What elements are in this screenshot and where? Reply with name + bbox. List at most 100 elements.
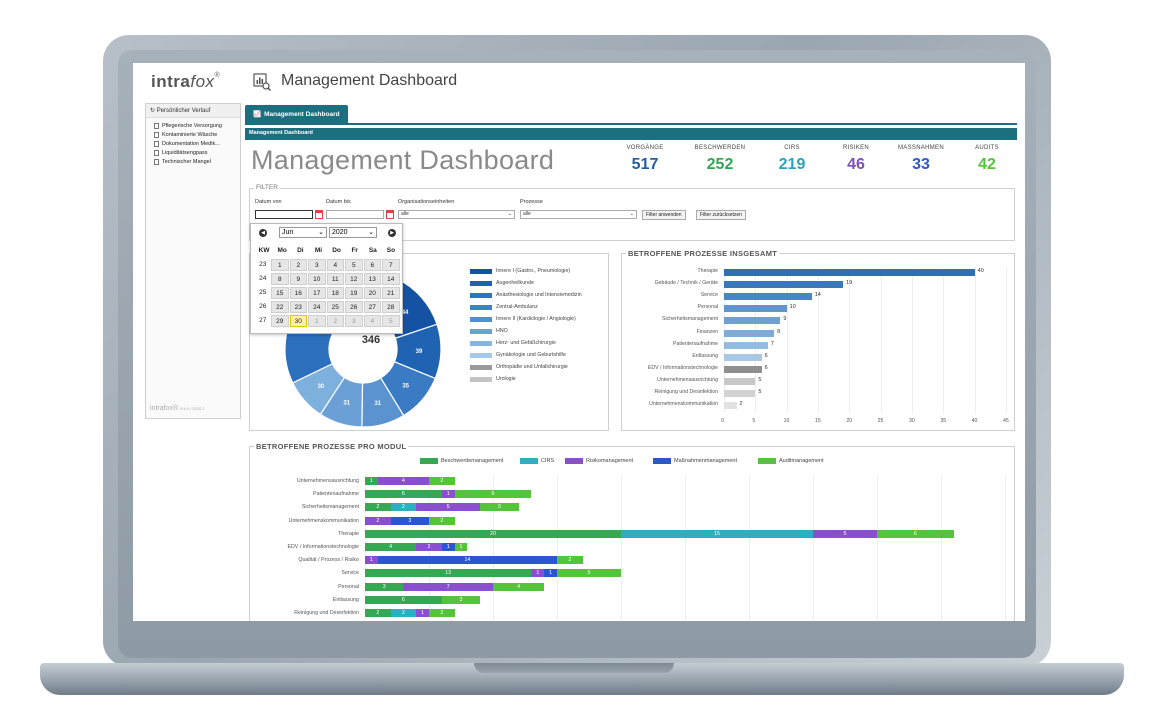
- calendar-day[interactable]: 7: [382, 259, 400, 271]
- stacked-bar-segment[interactable]: 3: [365, 582, 404, 591]
- stacked-bar-segment[interactable]: 5: [416, 503, 481, 512]
- calendar-day[interactable]: 16: [289, 287, 307, 299]
- donut-legend-item[interactable]: HNO: [470, 328, 508, 334]
- stacked-bar-segment[interactable]: 6: [365, 490, 442, 499]
- stacked-bar-segment[interactable]: 2: [429, 516, 455, 525]
- calendar-icon[interactable]: [315, 210, 323, 219]
- calendar-day[interactable]: 15: [271, 287, 289, 299]
- sidebar-item[interactable]: Pflegerische Versorgung: [146, 121, 240, 130]
- stacked-bar-segment[interactable]: 6: [365, 595, 442, 604]
- donut-legend-item[interactable]: Zentral-Ambulanz: [470, 304, 538, 310]
- donut-legend-item[interactable]: Innere I (Gastro., Pneumologie): [470, 268, 570, 274]
- stacked-bar-segment[interactable]: 2: [416, 543, 442, 551]
- stacked-bar-segment[interactable]: 2: [557, 556, 583, 565]
- kpi-massnahmen[interactable]: MASSNAHMEN 33: [897, 145, 944, 173]
- stacked-bar-segment[interactable]: 1: [441, 543, 455, 551]
- series-legend-item[interactable]: Risikomanagement: [565, 458, 633, 464]
- tab-management-dashboard[interactable]: 📈 Management Dashboard: [245, 105, 348, 123]
- sidebar-item[interactable]: Liquiditätsengpass: [146, 149, 240, 158]
- calendar-day[interactable]: 2: [326, 315, 344, 327]
- series-legend-item[interactable]: Maßnahmenmanagement: [653, 458, 737, 464]
- calendar-day[interactable]: 12: [345, 273, 363, 285]
- calendar-day[interactable]: 4: [363, 315, 381, 327]
- next-month-icon[interactable]: ▶: [388, 229, 396, 237]
- stacked-bar-segment[interactable]: 13: [365, 569, 532, 578]
- calendar-day[interactable]: 4: [326, 259, 344, 271]
- bar[interactable]: [724, 281, 844, 289]
- date-to-input[interactable]: [326, 210, 384, 219]
- calendar-icon[interactable]: [386, 210, 394, 219]
- calendar-day[interactable]: 5: [382, 315, 400, 327]
- donut-legend-item[interactable]: Orthopädie und Unfallchirurgie: [470, 364, 568, 370]
- stacked-bar-segment[interactable]: 1: [365, 477, 378, 485]
- stacked-bar-segment[interactable]: 3: [480, 503, 519, 512]
- calendar-day[interactable]: 10: [308, 273, 326, 285]
- apply-filter-button[interactable]: Filter anwenden: [642, 210, 686, 220]
- calendar-day[interactable]: 9: [289, 273, 307, 285]
- stacked-bar-segment[interactable]: 14: [377, 556, 557, 565]
- bar[interactable]: [724, 353, 762, 361]
- stacked-bar-segment[interactable]: 1: [441, 490, 455, 499]
- calendar-day[interactable]: 14: [382, 273, 400, 285]
- stacked-bar-segment[interactable]: 20: [365, 529, 621, 538]
- stacked-bar-segment[interactable]: 1: [544, 569, 557, 578]
- sidebar-item[interactable]: Kontaminierte Wäsche: [146, 130, 240, 139]
- stacked-bar-segment[interactable]: 2: [365, 516, 391, 525]
- kpi-risiken[interactable]: RISIKEN 46: [842, 145, 870, 173]
- calendar-day[interactable]: 28: [382, 301, 400, 313]
- stacked-bar-segment[interactable]: 5: [557, 569, 621, 578]
- calendar-day[interactable]: 3: [308, 259, 326, 271]
- stacked-bar-segment[interactable]: 2: [390, 609, 417, 617]
- month-select[interactable]: Jun ⌄: [279, 227, 327, 238]
- stacked-bar-segment[interactable]: 7: [403, 582, 493, 591]
- stacked-bar-segment[interactable]: 3: [390, 516, 429, 525]
- year-select[interactable]: 2020 ⌄: [329, 227, 377, 238]
- calendar-day[interactable]: 27: [363, 301, 381, 313]
- calendar-day[interactable]: 1: [271, 259, 289, 271]
- reset-filter-button[interactable]: Filter zurücksetzen: [696, 210, 746, 220]
- donut-legend-item[interactable]: Innere II (Kardiologie / Angiologie): [470, 316, 576, 322]
- stacked-bar-segment[interactable]: 15: [621, 529, 813, 538]
- bar[interactable]: [724, 305, 787, 313]
- sidebar-item[interactable]: Technischer Mangel: [146, 158, 240, 167]
- calendar-day[interactable]: 3: [345, 315, 363, 327]
- calendar-day[interactable]: 17: [308, 287, 326, 299]
- sidebar-item[interactable]: Dokumentation Medik...: [146, 139, 240, 148]
- calendar-day[interactable]: 29: [271, 315, 289, 327]
- stacked-bar-segment[interactable]: 2: [365, 503, 391, 512]
- stacked-bar-segment[interactable]: 6: [877, 529, 954, 538]
- bar[interactable]: [724, 329, 775, 337]
- stacked-bar-segment[interactable]: 2: [390, 503, 417, 512]
- donut-legend-item[interactable]: Urologie: [470, 376, 516, 382]
- kpi-beschwerden[interactable]: BESCHWERDEN 252: [694, 145, 746, 173]
- calendar-day[interactable]: 18: [326, 287, 344, 299]
- stacked-bar-segment[interactable]: 4: [377, 477, 429, 485]
- calendar-day[interactable]: 23: [289, 301, 307, 313]
- calendar-day[interactable]: 5: [345, 259, 363, 271]
- series-legend-item[interactable]: Auditmanagement: [758, 458, 824, 464]
- bar[interactable]: [724, 377, 756, 385]
- bar[interactable]: [724, 341, 768, 349]
- calendar-day[interactable]: 6: [363, 259, 381, 271]
- stacked-bar-segment[interactable]: 6: [454, 490, 532, 499]
- bar[interactable]: [724, 365, 762, 373]
- calendar-day[interactable]: 11: [326, 273, 344, 285]
- calendar-day[interactable]: 26: [345, 301, 363, 313]
- stacked-bar-segment[interactable]: 4: [493, 582, 545, 591]
- bar[interactable]: [724, 293, 812, 301]
- donut-legend-item[interactable]: Gynäkologie und Geburtshilfe: [470, 352, 566, 358]
- kpi-cirs[interactable]: CIRS 219: [778, 145, 806, 173]
- stacked-bar-segment[interactable]: 4: [365, 543, 417, 551]
- stacked-bar-segment[interactable]: 2: [365, 609, 391, 617]
- calendar-day[interactable]: 20: [363, 287, 381, 299]
- kpi-audits[interactable]: AUDITS 42: [975, 145, 999, 173]
- stacked-bar-segment[interactable]: 2: [429, 477, 455, 485]
- calendar-day[interactable]: 21: [382, 287, 400, 299]
- calendar-day[interactable]: 2: [289, 259, 307, 271]
- bar[interactable]: [724, 390, 756, 397]
- donut-legend-item[interactable]: Augenheilkunde: [470, 280, 534, 286]
- stacked-bar-segment[interactable]: 1: [454, 543, 468, 551]
- stacked-bar-segment[interactable]: 1: [365, 556, 378, 565]
- calendar-day[interactable]: 30: [289, 315, 307, 327]
- calendar-day[interactable]: 19: [345, 287, 363, 299]
